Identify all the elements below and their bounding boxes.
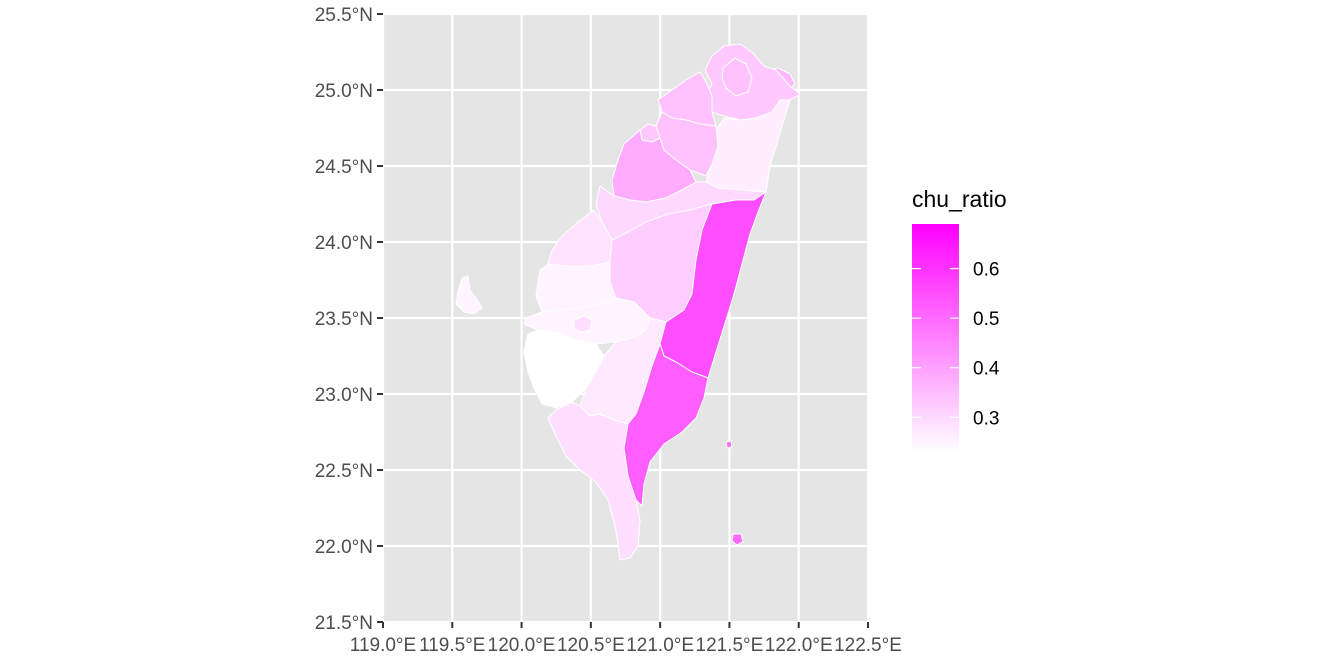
- y-tick-label-1: 22.0°N: [315, 537, 373, 558]
- region-orchid-island: [731, 533, 744, 546]
- map-regions: [455, 43, 801, 561]
- x-tick-label-6: 122.0°E: [765, 635, 833, 656]
- x-tick-label-2: 120.0°E: [488, 635, 556, 656]
- y-tick-label-4: 23.5°N: [315, 309, 373, 330]
- y-tick-label-3: 23.0°N: [315, 385, 373, 406]
- legend-label-0: 0.3: [973, 408, 999, 429]
- axes: 21.5°N 22.0°N 22.5°N 23.0°N 23.5°N 24.0°N 24.5…: [315, 5, 902, 656]
- legend-label-1: 0.4: [973, 359, 1000, 380]
- legend-ticks: 0.3 0.4 0.5 0.6: [912, 260, 1000, 429]
- y-tick-label-0: 21.5°N: [315, 613, 373, 634]
- region-penghu: [455, 275, 483, 315]
- x-tick-label-1: 119.5°E: [419, 635, 485, 656]
- y-tick-label-2: 22.5°N: [315, 461, 373, 482]
- y-tick-label-7: 25.0°N: [315, 81, 373, 102]
- region-pingtung: [547, 401, 641, 561]
- legend-label-3: 0.6: [973, 260, 999, 281]
- legend-label-2: 0.5: [973, 309, 999, 330]
- x-tick-label-5: 121.5°E: [696, 635, 764, 656]
- x-tick-label-0: 119.0°E: [350, 635, 416, 656]
- region-taitung: [623, 343, 709, 507]
- x-tick-label-4: 121.0°E: [626, 635, 694, 656]
- x-tick-label-7: 122.5°E: [834, 635, 902, 656]
- legend-colorbar: [912, 224, 959, 452]
- y-tick-label-5: 24.0°N: [315, 233, 373, 254]
- y-tick-label-8: 25.5°N: [315, 5, 373, 26]
- region-chiayi-city: [573, 315, 593, 333]
- legend: chu_ratio 0.3 0.4 0.5 0.6: [912, 186, 1007, 452]
- region-green-island: [725, 440, 733, 449]
- x-tick-label-3: 120.5°E: [557, 635, 625, 656]
- y-tick-label-6: 24.5°N: [315, 157, 373, 178]
- legend-title: chu_ratio: [912, 186, 1007, 212]
